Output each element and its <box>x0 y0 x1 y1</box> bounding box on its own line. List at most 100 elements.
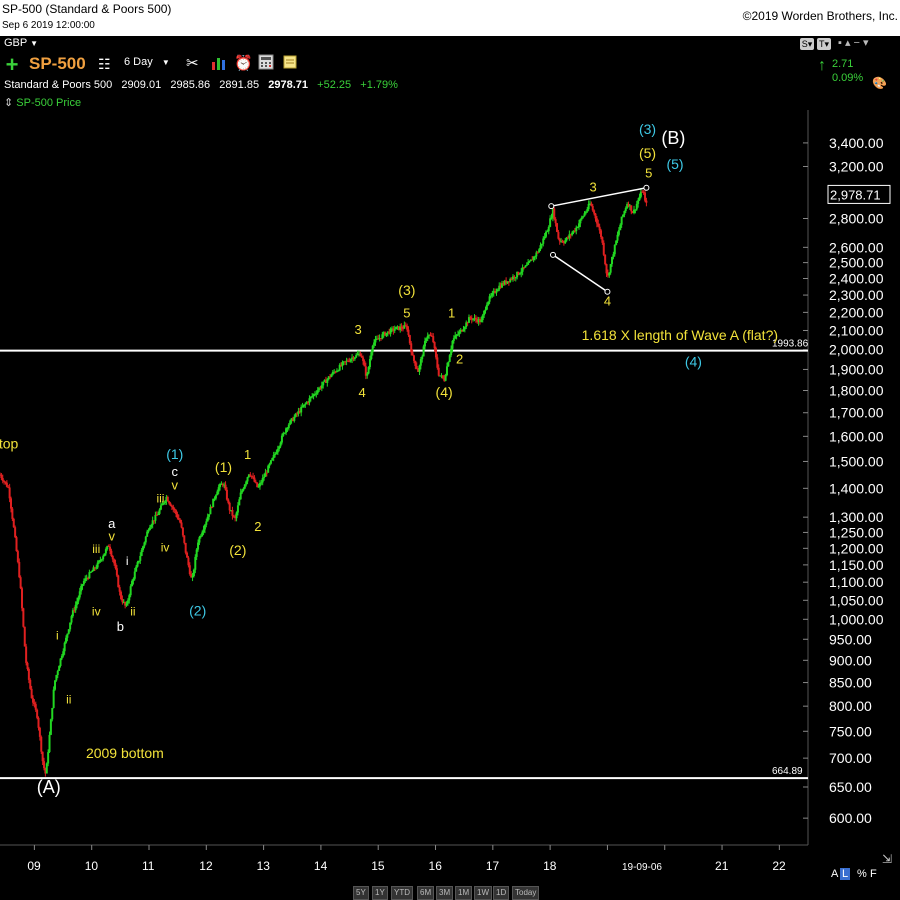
symbol-input[interactable]: SP-500 <box>29 54 86 73</box>
candle-body <box>318 387 321 391</box>
candle-body <box>535 252 538 257</box>
wave-label: iii <box>156 491 164 505</box>
range-button[interactable]: 1Y <box>372 886 388 900</box>
candle-body <box>87 578 90 580</box>
candle-body <box>280 435 283 443</box>
candle-body <box>634 209 637 211</box>
candle-body <box>316 390 319 394</box>
candle-body <box>109 546 112 551</box>
candle-body <box>440 375 443 377</box>
candle-body <box>609 264 612 273</box>
candle-body <box>133 571 136 579</box>
wave-label: 2 <box>456 351 463 366</box>
list-icon[interactable]: ☷ <box>98 56 111 72</box>
candle-body <box>4 481 7 483</box>
candle-body <box>404 325 407 327</box>
candle-body <box>312 394 315 397</box>
period-select[interactable]: 6 Day ▼ <box>124 56 170 68</box>
tools-icon[interactable]: ✂ <box>186 55 199 72</box>
candle-body <box>377 338 380 340</box>
scale-option[interactable]: % <box>857 868 867 880</box>
candle-body <box>458 331 461 335</box>
candle-body <box>334 371 337 373</box>
candle-body <box>357 353 360 355</box>
candle-body <box>506 281 509 284</box>
indicators-icon[interactable] <box>210 54 228 72</box>
triangle-point <box>604 288 611 295</box>
candle-body <box>499 285 502 288</box>
wave-label: (4) <box>685 353 702 369</box>
candle-body <box>580 217 583 220</box>
candle-body <box>637 200 640 204</box>
candle-body <box>595 218 598 224</box>
candle-body <box>214 495 217 499</box>
annotation: 2009 bottom <box>86 745 164 761</box>
candle-body <box>143 542 146 547</box>
candle-body <box>15 537 18 552</box>
range-button[interactable]: 1W <box>474 886 492 900</box>
candle-body <box>375 338 378 340</box>
range-button[interactable]: 1D <box>493 886 510 900</box>
range-button[interactable]: 6M <box>417 886 435 900</box>
series-legend[interactable]: ⇕ SP-500 Price <box>4 96 81 109</box>
currency-select[interactable]: GBP ▼ <box>4 37 38 49</box>
scale-option[interactable]: A <box>831 868 839 880</box>
candle-body <box>253 477 256 482</box>
candle-body <box>287 424 290 428</box>
candle-body <box>47 752 50 764</box>
candle-body <box>158 509 161 514</box>
range-button[interactable]: 1M <box>455 886 473 900</box>
range-button[interactable]: YTD <box>391 886 413 900</box>
candle-body <box>137 560 140 563</box>
candle-body <box>410 343 413 353</box>
y-tick-label: 1,200.00 <box>829 540 884 556</box>
candle-body <box>99 560 102 562</box>
candle-body <box>296 413 299 415</box>
candle-body <box>232 515 235 517</box>
candle-body <box>527 262 530 265</box>
candle-body <box>55 675 58 681</box>
palette-icon[interactable]: 🎨 <box>872 76 887 90</box>
candle-body <box>403 325 406 329</box>
candle-body <box>315 393 318 395</box>
candle-body <box>153 520 156 522</box>
candle-body <box>22 608 25 627</box>
y-tick-label: 1,100.00 <box>829 574 884 590</box>
expand-icon[interactable]: ⇲ <box>882 852 893 866</box>
note-icon[interactable] <box>282 54 298 70</box>
candle-body <box>644 192 647 201</box>
candle-body <box>362 357 365 362</box>
candle-body <box>481 315 484 321</box>
add-icon[interactable]: + <box>5 52 19 77</box>
y-tick-label: 2,800.00 <box>829 210 884 226</box>
candle-body <box>25 646 28 663</box>
candle-body <box>161 503 164 506</box>
wave-label: a <box>108 516 116 531</box>
range-button[interactable]: 3M <box>436 886 454 900</box>
calculator-icon[interactable] <box>258 54 274 70</box>
range-button[interactable]: 5Y <box>353 886 369 900</box>
candle-body <box>360 355 363 358</box>
candle-body <box>483 310 486 316</box>
candle-body <box>191 575 194 578</box>
candle-body <box>338 364 341 371</box>
candle-body <box>309 396 312 399</box>
window-controls-icon[interactable]: ▪ ▴ − ▾ <box>838 37 869 49</box>
candle-body <box>164 501 167 504</box>
scale-option[interactable]: F <box>870 868 877 880</box>
y-axis: 600.00 650.00 700.00 750.00 800.00 850.00 900.… <box>803 135 891 826</box>
t-button[interactable]: T▾ <box>817 38 831 50</box>
candle-body <box>429 335 432 337</box>
range-button[interactable]: Today <box>512 886 540 900</box>
candle-body <box>245 481 248 485</box>
alarm-icon[interactable]: ⏰ <box>234 55 253 72</box>
candle-body <box>608 272 611 276</box>
wave-labels: (A)(B)(3)(5)5(5)34(3)53412(4)(4)(1)cviii… <box>0 121 778 797</box>
candle-body <box>324 379 327 383</box>
candle-body <box>206 516 209 522</box>
scale-option[interactable]: L <box>840 868 851 880</box>
s-button[interactable]: S▾ <box>800 38 814 50</box>
candle-body <box>520 271 523 274</box>
candle-body <box>433 342 436 349</box>
